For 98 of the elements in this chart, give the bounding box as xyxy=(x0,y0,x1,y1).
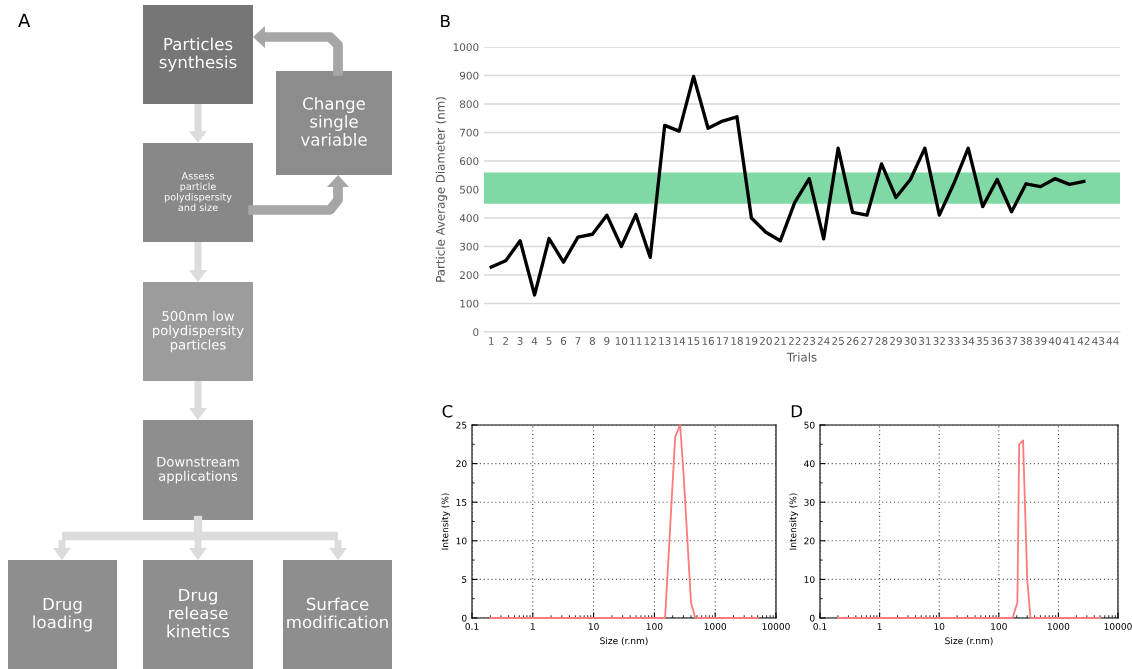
text: Surface modification xyxy=(287,597,388,629)
x-axis-title: Trials xyxy=(786,352,817,362)
x-tick-label: 1 xyxy=(877,623,882,630)
x-tick-label: 17 xyxy=(717,337,729,345)
y-axis-title: Intensity (%) xyxy=(441,493,451,550)
text: Assess particle polydispersity and size xyxy=(164,172,232,212)
y-tick-label: 40 xyxy=(804,460,815,468)
x-tick-label: 7 xyxy=(575,337,581,345)
y-tick-label: 1000 xyxy=(453,43,479,52)
x-tick-label: 10 xyxy=(934,623,945,630)
y-tick-label: 50 xyxy=(804,421,815,429)
y-tick-label: 25 xyxy=(456,421,467,429)
x-tick-label: 26 xyxy=(846,337,859,345)
text: 500nm low polydispersity particles xyxy=(153,310,244,353)
x-tick-label: 18 xyxy=(731,337,743,345)
x-tick-label: 1000 xyxy=(704,623,727,630)
x-tick-label: 42 xyxy=(1077,337,1090,345)
x-tick-label: 43 xyxy=(1092,337,1105,345)
x-tick-label: 34 xyxy=(962,337,975,345)
x-tick-label: 39 xyxy=(1034,337,1047,345)
x-tick-label: 33 xyxy=(947,337,960,345)
x-tick-label: 0.1 xyxy=(465,623,479,630)
y-axis-title: Intensity (%) xyxy=(789,493,799,550)
y-tick-label: 300 xyxy=(460,242,479,251)
x-tick-label: 27 xyxy=(861,337,873,345)
x-tick-label: 36 xyxy=(991,337,1004,345)
x-tick-label: 23 xyxy=(803,337,816,345)
x-tick-label: 28 xyxy=(875,337,888,345)
text: Drug loading xyxy=(33,597,92,632)
x-tick-label: 25 xyxy=(832,337,844,345)
x-tick-label: 40 xyxy=(1048,337,1061,345)
x-tick-label: 11 xyxy=(630,337,642,345)
x-tick-label: 14 xyxy=(673,337,686,345)
x-tick-label: 13 xyxy=(659,337,671,345)
y-tick-label: 15 xyxy=(456,499,467,506)
text: Particles synthesis xyxy=(159,37,237,72)
x-tick-label: 16 xyxy=(702,337,715,345)
x-tick-label: 100 xyxy=(991,623,1007,630)
x-tick-label: 9 xyxy=(604,337,610,345)
y-tick-label: 10 xyxy=(456,537,467,545)
x-tick-label: 22 xyxy=(788,337,801,345)
x-tick-label: 100 xyxy=(646,623,663,630)
x-tick-label: 5 xyxy=(546,337,552,345)
y-tick-label: 500 xyxy=(460,185,479,194)
y-tick-label: 800 xyxy=(459,100,479,109)
y-tick-label: 10 xyxy=(804,576,815,583)
text: Drug release kinetics xyxy=(167,588,230,638)
text: A xyxy=(18,13,31,27)
x-tick-label: 24 xyxy=(817,337,830,345)
y-tick-label: 20 xyxy=(456,460,467,468)
x-tick-label: 8 xyxy=(589,337,596,345)
y-tick-label: 100 xyxy=(460,299,479,308)
x-tick-label: 0.1 xyxy=(813,623,827,630)
y-tick-label: 600 xyxy=(459,157,479,166)
x-tick-label: 10 xyxy=(588,623,599,630)
x-tick-label: 20 xyxy=(760,337,772,345)
y-axis-title: Particle Average Diameter (nm) xyxy=(435,97,448,282)
x-tick-label: 15 xyxy=(688,337,700,345)
y-tick-label: 0 xyxy=(809,614,815,622)
x-tick-label: 1 xyxy=(530,623,535,630)
x-tick-label: 32 xyxy=(933,337,945,345)
x-tick-label: 10 xyxy=(615,337,628,345)
x-tick-label: 19 xyxy=(745,337,758,345)
x-tick-label: 4 xyxy=(531,337,538,345)
chart-title: C xyxy=(442,404,453,418)
x-tick-label: 2 xyxy=(503,337,508,345)
chart-title: B xyxy=(441,14,450,28)
x-axis-title: Size (r.nm) xyxy=(600,637,648,646)
y-tick-label: 20 xyxy=(804,537,815,545)
y-tick-label: 400 xyxy=(459,214,479,223)
x-tick-label: 38 xyxy=(1020,337,1032,345)
x-tick-label: 1000 xyxy=(1047,623,1070,630)
x-tick-label: 37 xyxy=(1005,337,1018,345)
x-tick-label: 41 xyxy=(1063,337,1076,345)
x-tick-label: 29 xyxy=(890,337,902,345)
x-tick-label: 3 xyxy=(517,337,523,345)
y-tick-label: 0 xyxy=(473,328,479,337)
y-tick-label: 0 xyxy=(461,614,467,622)
y-tick-label: 30 xyxy=(804,498,815,506)
y-tick-label: 900 xyxy=(459,71,479,80)
x-tick-label: 12 xyxy=(644,337,656,345)
line-series xyxy=(489,74,1086,297)
x-tick-label: 10000 xyxy=(1104,623,1132,630)
text: Change single variable xyxy=(300,96,367,146)
x-tick-label: 30 xyxy=(904,337,917,345)
x-tick-label: 1 xyxy=(489,337,494,345)
x-tick-label: 44 xyxy=(1106,337,1119,345)
x-tick-label: 31 xyxy=(919,337,931,345)
y-tick-label: 5 xyxy=(462,576,467,583)
x-tick-label: 6 xyxy=(560,337,567,345)
y-tick-label: 700 xyxy=(460,128,479,137)
y-tick-label: 200 xyxy=(460,271,479,280)
x-tick-label: 35 xyxy=(976,337,989,345)
x-axis-title: Size (r.nm) xyxy=(945,637,993,646)
x-tick-label: 21 xyxy=(774,337,786,345)
text: Downstream applications xyxy=(157,456,239,484)
x-tick-label: 10000 xyxy=(762,623,790,630)
chart-title: D xyxy=(791,405,803,418)
